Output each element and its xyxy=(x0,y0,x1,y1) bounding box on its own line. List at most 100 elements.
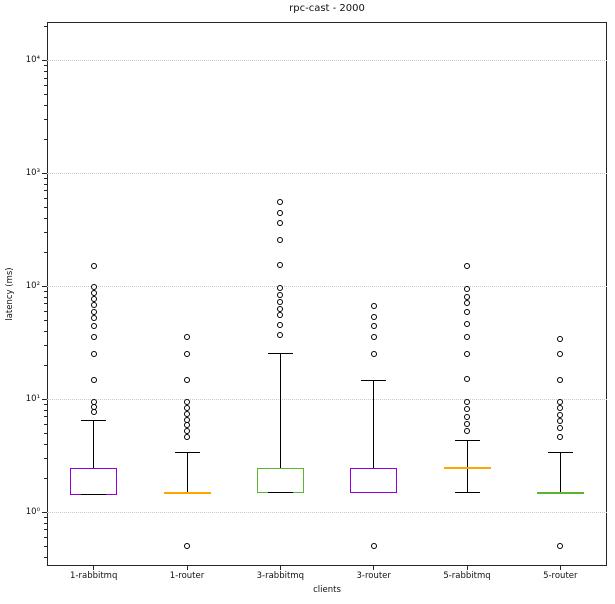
flier-point xyxy=(370,303,377,310)
flier-point xyxy=(184,542,190,549)
x-tick xyxy=(373,566,375,570)
flier-point xyxy=(90,409,97,416)
flier-point xyxy=(464,308,470,315)
flier-point xyxy=(184,427,190,434)
box xyxy=(70,467,118,496)
y-minor-tick xyxy=(44,403,47,405)
y-minor-tick xyxy=(44,416,47,418)
y-minor-tick xyxy=(44,178,47,180)
whisker-line-top xyxy=(559,452,561,494)
flier-point xyxy=(557,542,564,549)
whisker-cap-top xyxy=(174,451,200,453)
y-minor-tick xyxy=(44,190,47,192)
y-minor-tick xyxy=(44,94,47,95)
y-axis-label: latency (ms) xyxy=(5,267,15,321)
y-minor-tick xyxy=(44,183,47,185)
flier-point xyxy=(464,300,470,307)
y-minor-tick xyxy=(44,77,47,79)
flier-point xyxy=(184,410,190,417)
flier-point xyxy=(277,209,284,216)
chart-title: rpc-cast - 2000 xyxy=(289,3,365,14)
y-minor-tick xyxy=(44,65,47,67)
y-minor-tick xyxy=(44,231,47,233)
flier-point xyxy=(90,296,97,303)
flier-point xyxy=(464,375,470,382)
whisker-line-top xyxy=(93,419,95,468)
y-minor-tick xyxy=(44,536,47,538)
flier-point xyxy=(90,350,97,357)
flier-point xyxy=(90,334,97,341)
flier-point xyxy=(90,301,97,308)
y-minor-tick xyxy=(44,477,47,479)
y-minor-tick xyxy=(44,344,47,346)
flier-point xyxy=(557,411,564,418)
y-minor-tick xyxy=(44,198,47,199)
flier-point xyxy=(184,376,190,383)
y-gridline xyxy=(47,172,607,174)
x-tick-label: 5-router xyxy=(543,571,578,581)
y-major-tick xyxy=(42,511,47,513)
flier-point xyxy=(370,323,377,330)
flier-point xyxy=(277,291,284,298)
y-gridline xyxy=(47,60,607,61)
flier-point xyxy=(277,298,284,305)
y-tick-label: 10³ xyxy=(25,167,40,178)
y-minor-tick xyxy=(44,310,47,312)
flier-point xyxy=(464,350,470,357)
y-minor-tick xyxy=(44,251,47,253)
x-tick xyxy=(93,566,95,570)
flier-point xyxy=(184,350,190,357)
whisker-line-bottom xyxy=(466,467,468,494)
x-tick-label: 3-rabbitmq xyxy=(256,571,304,581)
flier-point xyxy=(90,398,97,405)
flier-point xyxy=(90,308,97,315)
flier-point xyxy=(277,322,284,328)
flier-point xyxy=(90,323,97,330)
whisker-cap-bottom xyxy=(81,494,107,496)
x-tick-label: 1-rabbitmq xyxy=(70,571,118,581)
flier-point xyxy=(90,290,97,297)
y-minor-tick xyxy=(44,217,47,219)
flier-point xyxy=(464,286,470,293)
median-line xyxy=(536,492,584,495)
flier-point xyxy=(464,293,470,300)
y-tick-label: 10¹ xyxy=(25,393,40,404)
y-tick-label: 10⁰ xyxy=(25,506,40,517)
y-minor-tick xyxy=(44,443,47,445)
flier-point xyxy=(557,350,564,357)
flier-point xyxy=(184,422,190,429)
flier-point xyxy=(464,427,470,434)
x-tick-label: 3-router xyxy=(356,571,391,581)
flier-point xyxy=(370,313,377,320)
flier-point xyxy=(90,284,97,291)
whisker-cap-top xyxy=(361,379,387,381)
y-minor-tick xyxy=(44,409,47,411)
y-minor-tick xyxy=(44,423,47,425)
y-minor-tick xyxy=(44,206,47,208)
flier-point xyxy=(90,262,97,269)
flier-point xyxy=(184,334,190,341)
x-tick-label: 1-router xyxy=(169,571,205,581)
y-minor-tick xyxy=(44,26,47,27)
whisker-line-top xyxy=(186,451,188,494)
median-line xyxy=(443,466,491,469)
flier-point xyxy=(557,335,564,342)
whisker-cap-top xyxy=(454,440,480,442)
flier-point xyxy=(277,236,284,243)
plot-area xyxy=(47,22,607,566)
flier-point xyxy=(557,418,564,425)
y-major-tick xyxy=(42,285,47,287)
y-tick-label: 10⁴ xyxy=(25,55,40,65)
y-major-tick xyxy=(42,172,47,174)
x-tick xyxy=(279,566,281,570)
flier-point xyxy=(464,406,470,413)
flier-point xyxy=(277,285,284,292)
flier-point xyxy=(464,413,470,420)
y-major-tick xyxy=(42,60,47,61)
y-gridline xyxy=(47,285,607,287)
flier-point xyxy=(370,350,377,357)
flier-point xyxy=(370,334,377,341)
flier-point xyxy=(464,320,470,327)
flier-point xyxy=(277,305,284,312)
